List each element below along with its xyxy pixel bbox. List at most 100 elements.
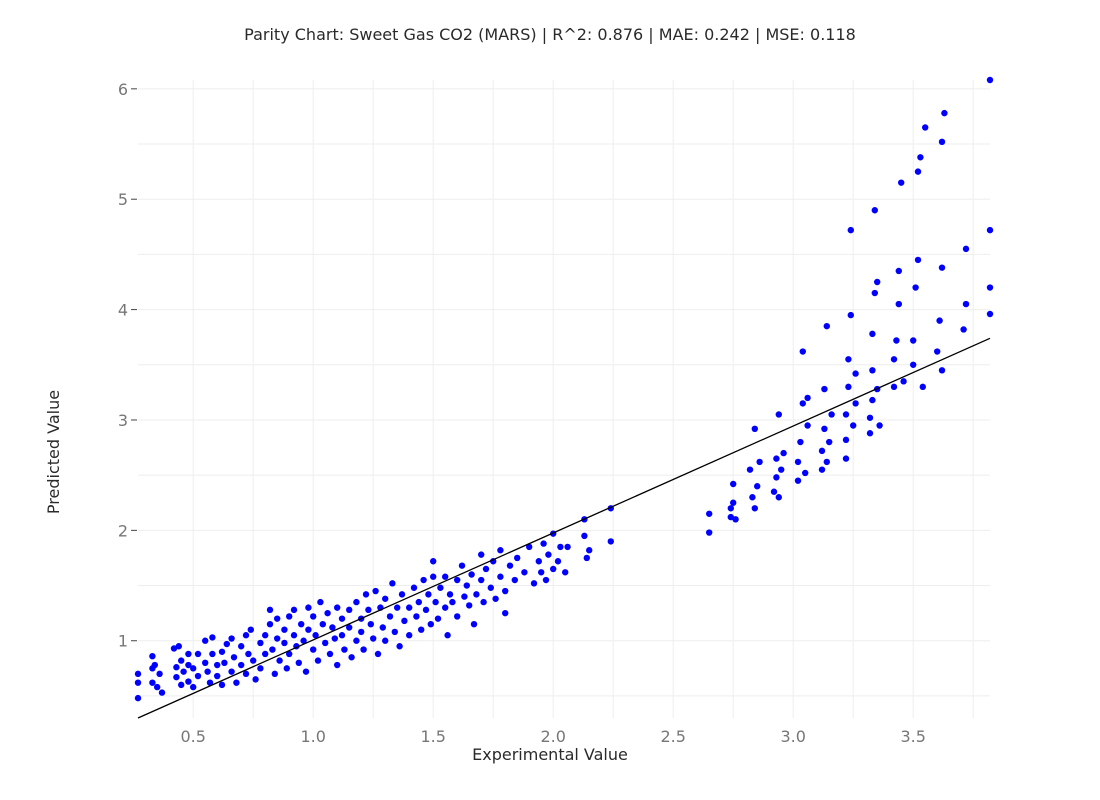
data-point <box>727 513 734 521</box>
data-point <box>242 670 250 678</box>
data-point <box>427 620 434 628</box>
data-point <box>900 378 907 385</box>
data-point <box>874 278 881 286</box>
chart-title: Parity Chart: Sweet Gas CO2 (MARS) | R^2… <box>244 25 856 44</box>
data-point <box>898 179 905 186</box>
data-point <box>914 168 922 175</box>
data-point <box>209 634 216 641</box>
data-point <box>394 604 401 611</box>
data-point <box>751 505 758 512</box>
data-point <box>511 576 518 584</box>
data-point <box>283 665 290 672</box>
data-point <box>334 604 341 611</box>
data-point <box>554 558 562 565</box>
data-point <box>202 659 209 667</box>
data-point <box>458 562 466 569</box>
data-point <box>391 628 398 636</box>
data-point <box>310 613 317 620</box>
data-point <box>398 591 406 598</box>
data-point <box>749 494 756 501</box>
data-point <box>178 681 185 689</box>
data-point <box>482 565 490 573</box>
data-point <box>473 591 480 598</box>
data-point <box>823 322 830 330</box>
data-point <box>962 245 970 253</box>
data-point <box>230 654 238 661</box>
data-point <box>919 383 926 391</box>
data-point <box>149 652 156 660</box>
data-point <box>478 551 485 558</box>
data-point <box>190 665 197 672</box>
data-point <box>545 551 552 558</box>
data-point <box>214 672 221 680</box>
data-point <box>173 673 180 681</box>
data-point <box>869 396 876 404</box>
data-point <box>286 613 293 620</box>
data-point <box>586 547 593 554</box>
data-point <box>478 576 485 584</box>
data-point <box>430 558 437 565</box>
data-point <box>154 683 161 691</box>
data-point <box>372 587 379 595</box>
data-point <box>852 400 859 407</box>
data-point <box>185 678 192 685</box>
data-point <box>922 124 929 131</box>
y-tick-label: 6 <box>118 80 128 99</box>
data-point <box>842 411 850 418</box>
data-point <box>845 383 852 391</box>
data-point <box>502 609 509 617</box>
data-point <box>535 558 542 565</box>
data-point <box>775 494 782 501</box>
data-point <box>281 626 288 633</box>
data-point <box>842 455 850 462</box>
data-point <box>382 637 389 644</box>
x-tick-label: 1.0 <box>300 727 325 746</box>
data-point <box>379 624 386 631</box>
data-point <box>960 326 967 333</box>
data-point <box>134 694 142 702</box>
data-point <box>794 477 802 484</box>
data-point <box>442 604 449 611</box>
data-point <box>893 337 900 344</box>
data-point <box>526 543 533 551</box>
data-point <box>818 447 826 455</box>
axis-ticks: 0.5 1.0 1.5 2.0 2.5 3.0 3.5 1 2 3 4 5 6 <box>118 80 926 746</box>
data-point <box>324 609 331 617</box>
data-point <box>218 681 226 689</box>
data-point <box>442 573 449 580</box>
data-point <box>257 665 264 672</box>
data-point <box>295 659 302 667</box>
data-point <box>480 598 487 606</box>
data-point <box>938 367 946 374</box>
data-point <box>454 613 461 620</box>
data-point <box>941 109 948 117</box>
data-point <box>302 668 310 675</box>
data-point <box>317 598 324 606</box>
data-point <box>727 505 734 512</box>
data-point <box>773 474 780 481</box>
data-point <box>912 284 919 291</box>
y-tick-label: 2 <box>118 521 128 540</box>
data-point <box>346 624 353 631</box>
data-point <box>410 584 418 591</box>
data-point <box>247 626 254 633</box>
data-point <box>823 458 830 466</box>
data-point <box>418 626 425 633</box>
data-point <box>156 670 163 678</box>
data-point <box>449 598 456 606</box>
data-point <box>228 668 235 675</box>
data-point <box>910 337 917 344</box>
data-point <box>322 639 329 647</box>
data-point <box>871 207 878 214</box>
data-point <box>214 661 221 669</box>
data-point <box>425 591 432 598</box>
data-point <box>461 593 468 600</box>
data-point <box>348 654 355 661</box>
data-point <box>799 348 806 355</box>
data-point <box>910 361 917 368</box>
data-point <box>542 576 550 584</box>
data-point <box>353 598 360 606</box>
data-point <box>799 400 806 407</box>
data-point <box>487 584 494 591</box>
data-point <box>497 573 504 580</box>
